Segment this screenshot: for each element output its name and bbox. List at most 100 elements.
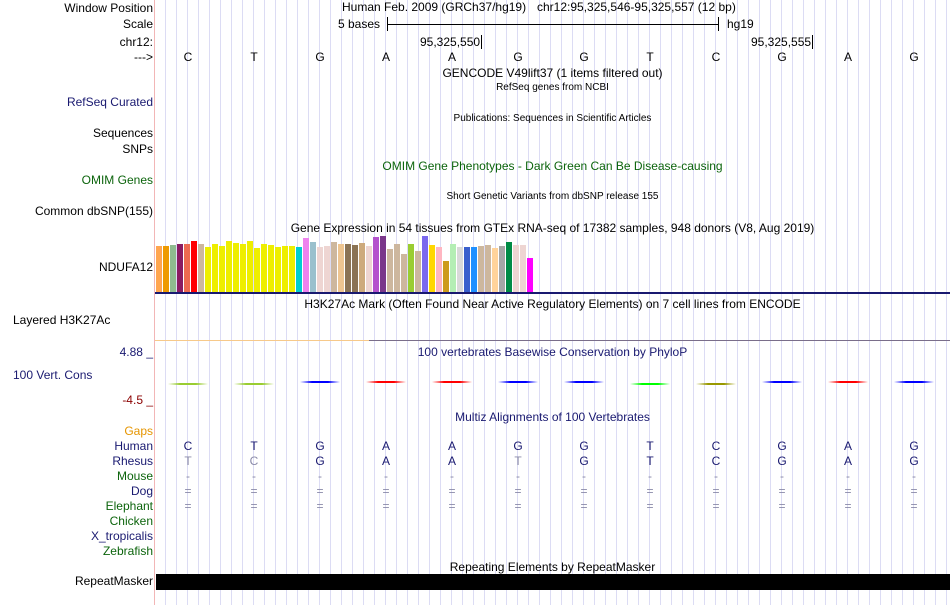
gtex-bar[interactable] — [233, 243, 239, 292]
species-label-zebrafish[interactable]: Zebrafish — [102, 544, 153, 558]
gtex-bar[interactable] — [443, 261, 449, 292]
gtex-track-title[interactable]: Gene Expression in 54 tissues from GTEx … — [290, 221, 815, 235]
gtex-bar[interactable] — [247, 241, 253, 292]
gtex-bar[interactable] — [282, 246, 288, 292]
gtex-bar[interactable] — [324, 246, 330, 292]
gtex-bar[interactable] — [296, 247, 302, 292]
alignment-base: - — [318, 469, 322, 483]
gtex-bar[interactable] — [289, 246, 295, 292]
alignment-base: - — [780, 469, 784, 483]
alignment-base: = — [514, 484, 522, 498]
publications-track-title[interactable]: Publications: Sequences in Scientific Ar… — [453, 113, 652, 124]
alignment-base: G — [579, 439, 589, 453]
gtex-bar[interactable] — [212, 244, 218, 292]
strand-arrow-label[interactable]: ---> — [134, 50, 153, 64]
gtex-bar[interactable] — [254, 248, 260, 292]
species-label-rhesus[interactable]: Rhesus — [112, 454, 153, 468]
cons-label[interactable]: 100 Vert. Cons — [13, 368, 93, 382]
omim-track-title[interactable]: OMIM Gene Phenotypes - Dark Green Can Be… — [382, 159, 723, 173]
gtex-bar[interactable] — [303, 238, 309, 292]
refseq-track-title[interactable]: RefSeq genes from NCBI — [496, 82, 609, 93]
scale-label[interactable]: Scale — [122, 17, 153, 31]
gtex-bar[interactable] — [268, 245, 274, 292]
h3k27ac-label[interactable]: Layered H3K27Ac — [13, 313, 111, 327]
species-label-x_tropicalis[interactable]: X_tropicalis — [90, 529, 153, 543]
gtex-bar[interactable] — [506, 242, 512, 292]
gtex-bar[interactable] — [499, 246, 505, 292]
dbsnp-track-title[interactable]: Short Genetic Variants from dbSNP releas… — [446, 191, 659, 202]
base-letter: G — [777, 50, 787, 64]
species-label-mouse[interactable]: Mouse — [116, 469, 153, 483]
gtex-bar[interactable] — [401, 254, 407, 292]
species-label-chicken[interactable]: Chicken — [109, 514, 153, 528]
gtex-bar[interactable] — [275, 247, 281, 292]
gtex-bar[interactable] — [331, 242, 337, 292]
alignment-base: G — [777, 439, 787, 453]
window-position-label[interactable]: Window Position — [64, 1, 153, 15]
gtex-bar[interactable] — [261, 244, 267, 292]
refseq-label[interactable]: RefSeq Curated — [66, 95, 153, 109]
gtex-bar[interactable] — [429, 245, 435, 292]
gtex-bar[interactable] — [478, 246, 484, 292]
sequences-label[interactable]: Sequences — [92, 126, 153, 140]
gtex-bar[interactable] — [163, 246, 169, 292]
species-label-gaps[interactable]: Gaps — [124, 424, 153, 438]
species-label-human[interactable]: Human — [114, 439, 153, 453]
gtex-bar[interactable] — [317, 247, 323, 292]
gtex-bar[interactable] — [394, 244, 400, 292]
gtex-bar[interactable] — [387, 249, 393, 292]
gtex-bar[interactable] — [422, 236, 428, 292]
alignment-base: = — [184, 484, 192, 498]
alignment-base: = — [316, 484, 324, 498]
omim-label[interactable]: OMIM Genes — [81, 173, 153, 187]
base-letter: C — [711, 50, 721, 64]
gtex-bar[interactable] — [156, 246, 162, 292]
gtex-bar[interactable] — [450, 244, 456, 292]
gtex-bar[interactable] — [527, 258, 533, 292]
gtex-bar[interactable] — [177, 244, 183, 292]
repeatmasker-element[interactable] — [156, 574, 950, 590]
gtex-bar[interactable] — [464, 247, 470, 292]
gtex-bar[interactable] — [485, 245, 491, 292]
gtex-bar[interactable] — [471, 247, 477, 292]
gencode-track-title[interactable]: GENCODE V49lift37 (1 items filtered out) — [442, 66, 663, 80]
gtex-bar[interactable] — [520, 245, 526, 292]
dbsnp-label[interactable]: Common dbSNP(155) — [34, 204, 153, 218]
gtex-bar[interactable] — [359, 243, 365, 292]
chr-label[interactable]: chr12: — [119, 35, 153, 49]
repeatmasker-label[interactable]: RepeatMasker — [74, 574, 153, 588]
gtex-bar[interactable] — [219, 246, 225, 292]
h3k27ac-track-title[interactable]: H3K27Ac Mark (Often Found Near Active Re… — [304, 297, 801, 311]
gtex-bar[interactable] — [366, 246, 372, 292]
gtex-bar[interactable] — [352, 245, 358, 292]
gtex-bar[interactable] — [492, 248, 498, 292]
multiz-track-title[interactable]: Multiz Alignments of 100 Vertebrates — [455, 410, 650, 424]
gtex-bar[interactable] — [184, 244, 190, 292]
ruler-tick-2: 95,325,555 — [751, 35, 814, 49]
gtex-bar[interactable] — [345, 244, 351, 292]
gtex-bar[interactable] — [205, 247, 211, 292]
gtex-bar[interactable] — [338, 244, 344, 292]
base-letter: G — [315, 50, 325, 64]
gtex-bar[interactable] — [415, 251, 421, 292]
gtex-bar[interactable] — [240, 244, 246, 292]
gtex-bar[interactable] — [457, 247, 463, 292]
alignment-base: - — [516, 469, 520, 483]
repeatmasker-track-title[interactable]: Repeating Elements by RepeatMasker — [449, 560, 656, 574]
gtex-bar[interactable] — [373, 237, 379, 292]
gtex-bar[interactable] — [380, 236, 386, 292]
alignment-base: G — [513, 439, 523, 453]
species-label-elephant[interactable]: Elephant — [105, 499, 153, 513]
gtex-bar[interactable] — [436, 247, 442, 292]
snps-label[interactable]: SNPs — [122, 142, 153, 156]
gtex-bar[interactable] — [310, 242, 316, 292]
species-label-dog[interactable]: Dog — [130, 484, 153, 498]
gtex-bar[interactable] — [408, 244, 414, 292]
gtex-bar[interactable] — [191, 241, 197, 292]
gtex-bar[interactable] — [198, 244, 204, 292]
gtex-bar[interactable] — [170, 245, 176, 292]
phylop-track-title[interactable]: 100 vertebrates Basewise Conservation by… — [417, 345, 688, 359]
gtex-gene-label[interactable]: NDUFA12 — [98, 260, 153, 274]
gtex-bar[interactable] — [226, 241, 232, 292]
gtex-bar[interactable] — [513, 245, 519, 292]
